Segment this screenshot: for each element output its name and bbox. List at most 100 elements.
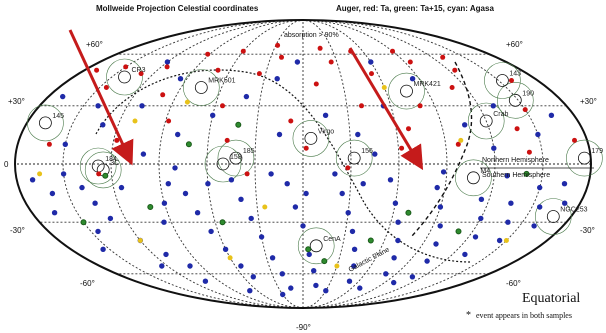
source-label: Crab: [493, 111, 508, 118]
meridian-line: [110, 20, 304, 308]
event-point-auger: [118, 184, 125, 191]
source-label: NGC253: [560, 207, 587, 214]
source-ring: [466, 171, 480, 185]
event-point-auger: [79, 184, 85, 191]
event-point-auger: [339, 190, 345, 197]
source-region: [183, 69, 220, 106]
event-point-auger: [322, 112, 329, 119]
event-point-auger: [161, 219, 167, 225]
event-point-auger: [269, 255, 276, 261]
event-point-auger: [51, 210, 58, 216]
event-point-auger: [531, 223, 537, 229]
meridian-line: [62, 20, 304, 308]
event-point-auger: [163, 251, 169, 258]
event-point-ta-15: [185, 141, 192, 148]
source-region: [292, 120, 330, 157]
event-point-ta-15: [405, 209, 412, 216]
event-point-ta: [164, 64, 170, 70]
source-label: 179: [591, 148, 603, 155]
event-point-auger: [351, 263, 357, 269]
event-point-auger: [238, 263, 244, 269]
source-region: [388, 72, 425, 110]
source-ring: [304, 131, 318, 145]
meridian-line: [302, 20, 400, 308]
event-point-auger: [292, 204, 299, 210]
event-point-auger: [62, 141, 68, 147]
source-label: MRK421: [414, 81, 441, 88]
source-label: 143: [509, 71, 521, 78]
event-point-auger: [250, 274, 256, 280]
event-point-auger: [228, 177, 235, 183]
event-point-ta: [313, 81, 319, 87]
event-point-auger: [248, 215, 254, 222]
source-region: [84, 151, 122, 189]
event-point-agasa: [381, 85, 387, 90]
source-ring: [546, 210, 560, 223]
event-point-ta: [359, 103, 364, 109]
footnote-text: event appears in both samples: [476, 311, 572, 320]
event-point-auger: [60, 93, 66, 100]
source-region: [297, 227, 335, 265]
lat-tick-p60-right: +60°: [506, 40, 523, 49]
event-point-auger: [392, 200, 399, 206]
lat-tick-m90: -90°: [296, 323, 311, 332]
source-region: [455, 159, 492, 197]
event-point-auger: [395, 219, 401, 225]
event-point-auger: [161, 200, 168, 206]
event-point-ta: [275, 42, 281, 48]
event-point-ta: [317, 45, 323, 51]
event-point-ta: [345, 165, 351, 171]
event-point-ta: [256, 71, 262, 77]
event-point-auger: [100, 246, 106, 252]
event-point-ta: [303, 145, 309, 151]
chart-title: Mollweide Projection Celestial coordinat…: [96, 4, 259, 13]
event-point-ta-15: [219, 219, 226, 226]
source-region: [79, 147, 117, 185]
event-point-ta: [328, 59, 334, 65]
event-point-ta: [240, 48, 246, 54]
event-point-auger: [372, 151, 378, 157]
lat-tick-m60-right: -60°: [506, 279, 521, 288]
event-point-ta: [123, 64, 129, 70]
event-point-auger: [222, 246, 229, 252]
meridian-line: [302, 20, 352, 308]
meridian-line: [302, 20, 448, 308]
source-region: [566, 139, 603, 177]
event-point-ta: [440, 54, 446, 60]
event-point-auger: [440, 169, 447, 175]
event-point-auger: [139, 103, 145, 109]
southern-hemisphere-label: Southern Hemisphere: [482, 172, 550, 179]
event-point-auger: [258, 234, 265, 240]
event-point-auger: [60, 171, 67, 177]
source-region-circles: [27, 58, 603, 265]
event-point-auger: [395, 237, 401, 244]
event-point-ta: [417, 103, 423, 109]
source-ring: [118, 70, 131, 84]
event-point-auger: [535, 131, 541, 138]
source-region: [217, 139, 255, 177]
event-point-auger: [349, 228, 356, 235]
event-point-agasa: [503, 238, 509, 243]
event-point-ta: [509, 78, 514, 83]
source-ring: [400, 84, 413, 98]
event-point-auger: [243, 93, 250, 100]
event-point-ta-15: [235, 121, 242, 128]
event-point-ta-15: [147, 204, 154, 210]
source-label: 156: [361, 148, 373, 155]
event-point-auger: [49, 190, 56, 197]
meridian-line: [254, 20, 304, 308]
event-point-auger: [548, 112, 555, 119]
red-arrow-left: [68, 29, 134, 166]
event-point-ta: [166, 118, 172, 124]
event-point-agasa: [334, 263, 340, 269]
event-point-auger: [504, 173, 510, 179]
event-point-ta: [406, 126, 411, 132]
event-point-ta: [455, 141, 461, 147]
event-point-auger: [247, 288, 253, 294]
event-point-auger: [472, 234, 479, 240]
event-point-auger: [561, 181, 568, 187]
source-label: 145: [52, 113, 64, 120]
lat-tick-m60-left: -60°: [80, 279, 95, 288]
event-point-auger: [434, 184, 440, 191]
lat-tick-m30-left: -30°: [10, 226, 25, 235]
